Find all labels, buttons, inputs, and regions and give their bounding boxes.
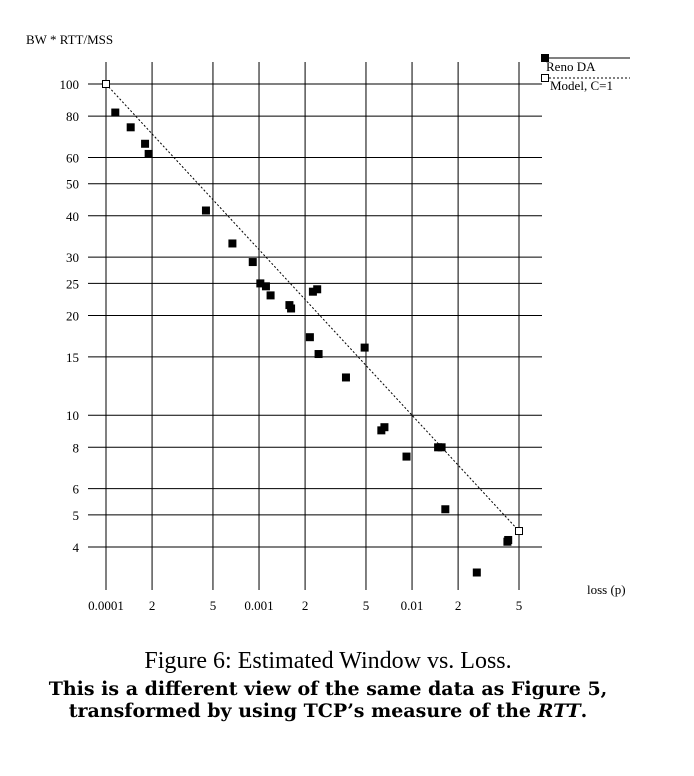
figure-caption-line-1: This is a different view of the same dat… (48, 678, 608, 700)
legend-marker-model (541, 74, 549, 82)
x-tick-label: 5 (210, 598, 217, 613)
reno-da-point (141, 139, 150, 148)
reno-da-point (144, 149, 153, 158)
reno-da-point (248, 258, 257, 267)
reno-da-point (201, 206, 210, 215)
y-tick-label: 25 (66, 276, 79, 291)
y-tick-label: 60 (66, 150, 79, 165)
model-line (105, 83, 520, 532)
chart: 0.0001 2 5 0.001 2 5 0.01 2 5 100806050403025201… (26, 32, 630, 613)
y-tick-label: 80 (66, 109, 79, 124)
caption-line-2-text: transformed by using TCP’s measure of th… (68, 700, 538, 722)
x-tick-label: 0.01 (401, 598, 424, 613)
y-tick-label: 30 (66, 250, 79, 265)
model-point (515, 527, 523, 536)
legend-label-model: Model, C=1 (550, 78, 613, 93)
x-tick-label: 0.001 (244, 598, 273, 613)
x-tick-label: 2 (149, 598, 156, 613)
reno-da-point (287, 304, 296, 313)
model-point (102, 80, 110, 88)
reno-da-point (504, 535, 513, 544)
reno-da-point (256, 279, 265, 288)
reno-da-point (308, 287, 317, 296)
y-tick-label: 40 (66, 209, 79, 224)
reno-da-point (305, 333, 314, 342)
reno-da-point (126, 123, 135, 132)
y-tick-label: 50 (66, 177, 79, 192)
reno-da-point (437, 443, 446, 452)
figure-caption-line-2: transformed by using TCP’s measure of th… (0, 700, 656, 722)
x-axis-ticks: 0.0001 2 5 0.001 2 5 0.01 2 5 (88, 598, 522, 613)
y-tick-label: 5 (73, 508, 80, 523)
y-tick-label: 10 (66, 408, 79, 423)
series-layer (102, 80, 523, 577)
y-axis-ticks: 100 80 60 50 40 30 25 20 15 10 8 6 5 4 (60, 77, 80, 555)
legend-marker-reno-da (541, 54, 549, 62)
legend-label-reno-da: Reno DA (546, 59, 596, 74)
y-tick-label: 8 (73, 440, 80, 455)
reno-da-point (380, 423, 389, 432)
x-tick-label: 5 (363, 598, 370, 613)
x-axis-label: loss (p) (587, 582, 626, 597)
caption-rtt-term: RTT (537, 700, 581, 722)
reno-da-point (266, 291, 275, 300)
reno-da-point (360, 343, 369, 352)
grid (88, 62, 542, 590)
y-tick-label: 15 (66, 350, 79, 365)
y-tick-label: 6 (73, 482, 80, 497)
reno-da-point (341, 373, 350, 382)
x-tick-label: 5 (516, 598, 523, 613)
caption-line-2-end: . (580, 700, 588, 722)
legend: Reno DA Model, C=1 (541, 54, 630, 93)
figure-caption-title: Figure 6: Estimated Window vs. Loss. (144, 648, 512, 674)
y-axis-label: BW * RTT/MSS (26, 32, 113, 47)
x-tick-label: 0.0001 (88, 598, 124, 613)
reno-da-point (441, 505, 450, 514)
x-tick-label: 2 (302, 598, 309, 613)
x-tick-label: 2 (455, 598, 462, 613)
y-tick-label: 100 (60, 77, 80, 92)
y-tick-label: 20 (66, 309, 79, 324)
reno-da-point (313, 285, 322, 294)
reno-da-point (261, 282, 270, 291)
reno-da-point (228, 239, 237, 248)
reno-da-point (314, 350, 323, 359)
reno-da-point (472, 568, 481, 577)
reno-da-point (402, 452, 411, 461)
reno-da-point (111, 108, 120, 117)
y-tick-label: 4 (73, 540, 80, 555)
